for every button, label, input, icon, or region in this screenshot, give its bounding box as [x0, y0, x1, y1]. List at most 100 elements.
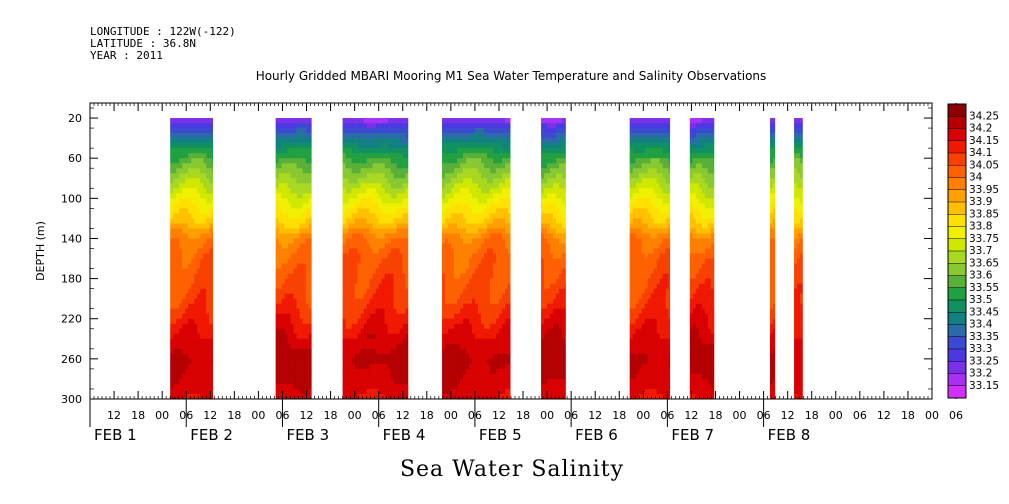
- salinity-cell: [275, 368, 279, 375]
- salinity-cell: [375, 268, 379, 274]
- salinity-cell: [399, 238, 403, 244]
- salinity-cell: [454, 238, 458, 244]
- salinity-cell: [644, 263, 648, 269]
- salinity-cell: [475, 358, 479, 365]
- salinity-cell: [635, 303, 639, 309]
- salinity-cell: [363, 138, 367, 144]
- salinity-cell: [454, 208, 458, 214]
- salinity-cell: [641, 153, 645, 159]
- salinity-cell: [505, 273, 509, 279]
- salinity-cell: [203, 303, 207, 309]
- salinity-cell: [496, 208, 500, 214]
- salinity-cell: [185, 228, 189, 234]
- salinity-cell: [632, 168, 636, 174]
- salinity-cell: [188, 283, 192, 289]
- salinity-cell: [490, 328, 494, 335]
- salinity-cell: [402, 208, 406, 214]
- salinity-cell: [194, 313, 198, 320]
- salinity-cell: [463, 173, 467, 179]
- salinity-cell: [466, 363, 470, 370]
- salinity-cell: [638, 368, 642, 375]
- salinity-cell: [635, 388, 639, 395]
- salinity-cell: [212, 258, 213, 264]
- salinity-cell: [487, 218, 491, 224]
- salinity-cell: [553, 133, 557, 139]
- salinity-cell: [348, 118, 352, 124]
- salinity-cell: [179, 188, 183, 194]
- salinity-cell: [342, 203, 346, 209]
- salinity-cell: [445, 273, 449, 279]
- salinity-cell: [487, 278, 491, 284]
- salinity-cell: [556, 193, 560, 199]
- salinity-cell: [644, 313, 648, 320]
- salinity-cell: [284, 243, 288, 249]
- salinity-cell: [484, 233, 488, 239]
- salinity-cell: [505, 243, 509, 249]
- salinity-cell: [442, 343, 446, 350]
- salinity-cell: [556, 258, 560, 264]
- salinity-cell: [209, 268, 213, 274]
- salinity-cell: [348, 183, 352, 189]
- salinity-cell: [442, 168, 446, 174]
- salinity-cell: [484, 358, 488, 365]
- salinity-cell: [281, 328, 285, 335]
- salinity-cell: [375, 223, 379, 229]
- salinity-cell: [381, 323, 385, 330]
- salinity-cell: [644, 138, 648, 144]
- salinity-cell: [393, 278, 397, 284]
- salinity-cell: [206, 203, 210, 209]
- salinity-cell: [541, 243, 545, 249]
- salinity-cell: [505, 313, 509, 320]
- salinity-cell: [442, 368, 446, 375]
- salinity-cell: [302, 168, 306, 174]
- salinity-cell: [556, 338, 560, 345]
- salinity-cell: [387, 293, 391, 299]
- salinity-cell: [478, 318, 482, 325]
- salinity-cell: [378, 143, 382, 149]
- salinity-cell: [650, 273, 654, 279]
- salinity-cell: [206, 283, 210, 289]
- salinity-cell: [487, 258, 491, 264]
- salinity-cell: [547, 163, 551, 169]
- salinity-cell: [454, 278, 458, 284]
- salinity-cell: [284, 158, 288, 164]
- salinity-cell: [387, 268, 391, 274]
- salinity-cell: [209, 333, 213, 340]
- salinity-cell: [638, 303, 642, 309]
- salinity-cell: [469, 208, 473, 214]
- salinity-cell: [390, 203, 394, 209]
- salinity-cell: [454, 128, 458, 134]
- salinity-cell: [308, 228, 312, 234]
- salinity-cell: [448, 228, 452, 234]
- salinity-cell: [454, 163, 458, 169]
- salinity-cell: [351, 148, 355, 154]
- salinity-cell: [384, 338, 388, 345]
- salinity-cell: [445, 293, 449, 299]
- salinity-cell: [641, 258, 645, 264]
- salinity-cell: [565, 253, 566, 259]
- salinity-cell: [454, 308, 458, 315]
- salinity-cell: [508, 248, 511, 254]
- salinity-cell: [378, 288, 382, 294]
- salinity-cell: [176, 168, 180, 174]
- salinity-cell: [302, 298, 306, 304]
- salinity-cell: [302, 183, 306, 189]
- salinity-cell: [475, 348, 479, 355]
- salinity-cell: [182, 268, 186, 274]
- salinity-cell: [372, 118, 376, 124]
- salinity-cell: [451, 318, 455, 325]
- salinity-cell: [499, 308, 503, 315]
- salinity-cell: [176, 313, 180, 320]
- salinity-cell: [290, 193, 294, 199]
- salinity-cell: [372, 383, 376, 390]
- salinity-cell: [556, 368, 560, 375]
- salinity-cell: [287, 208, 291, 214]
- salinity-cell: [487, 223, 491, 229]
- salinity-cell: [354, 303, 358, 309]
- salinity-cell: [351, 323, 355, 330]
- salinity-cell: [197, 348, 201, 355]
- salinity-cell: [384, 213, 388, 219]
- salinity-cell: [565, 233, 566, 239]
- salinity-cell: [284, 233, 288, 239]
- salinity-cell: [466, 268, 470, 274]
